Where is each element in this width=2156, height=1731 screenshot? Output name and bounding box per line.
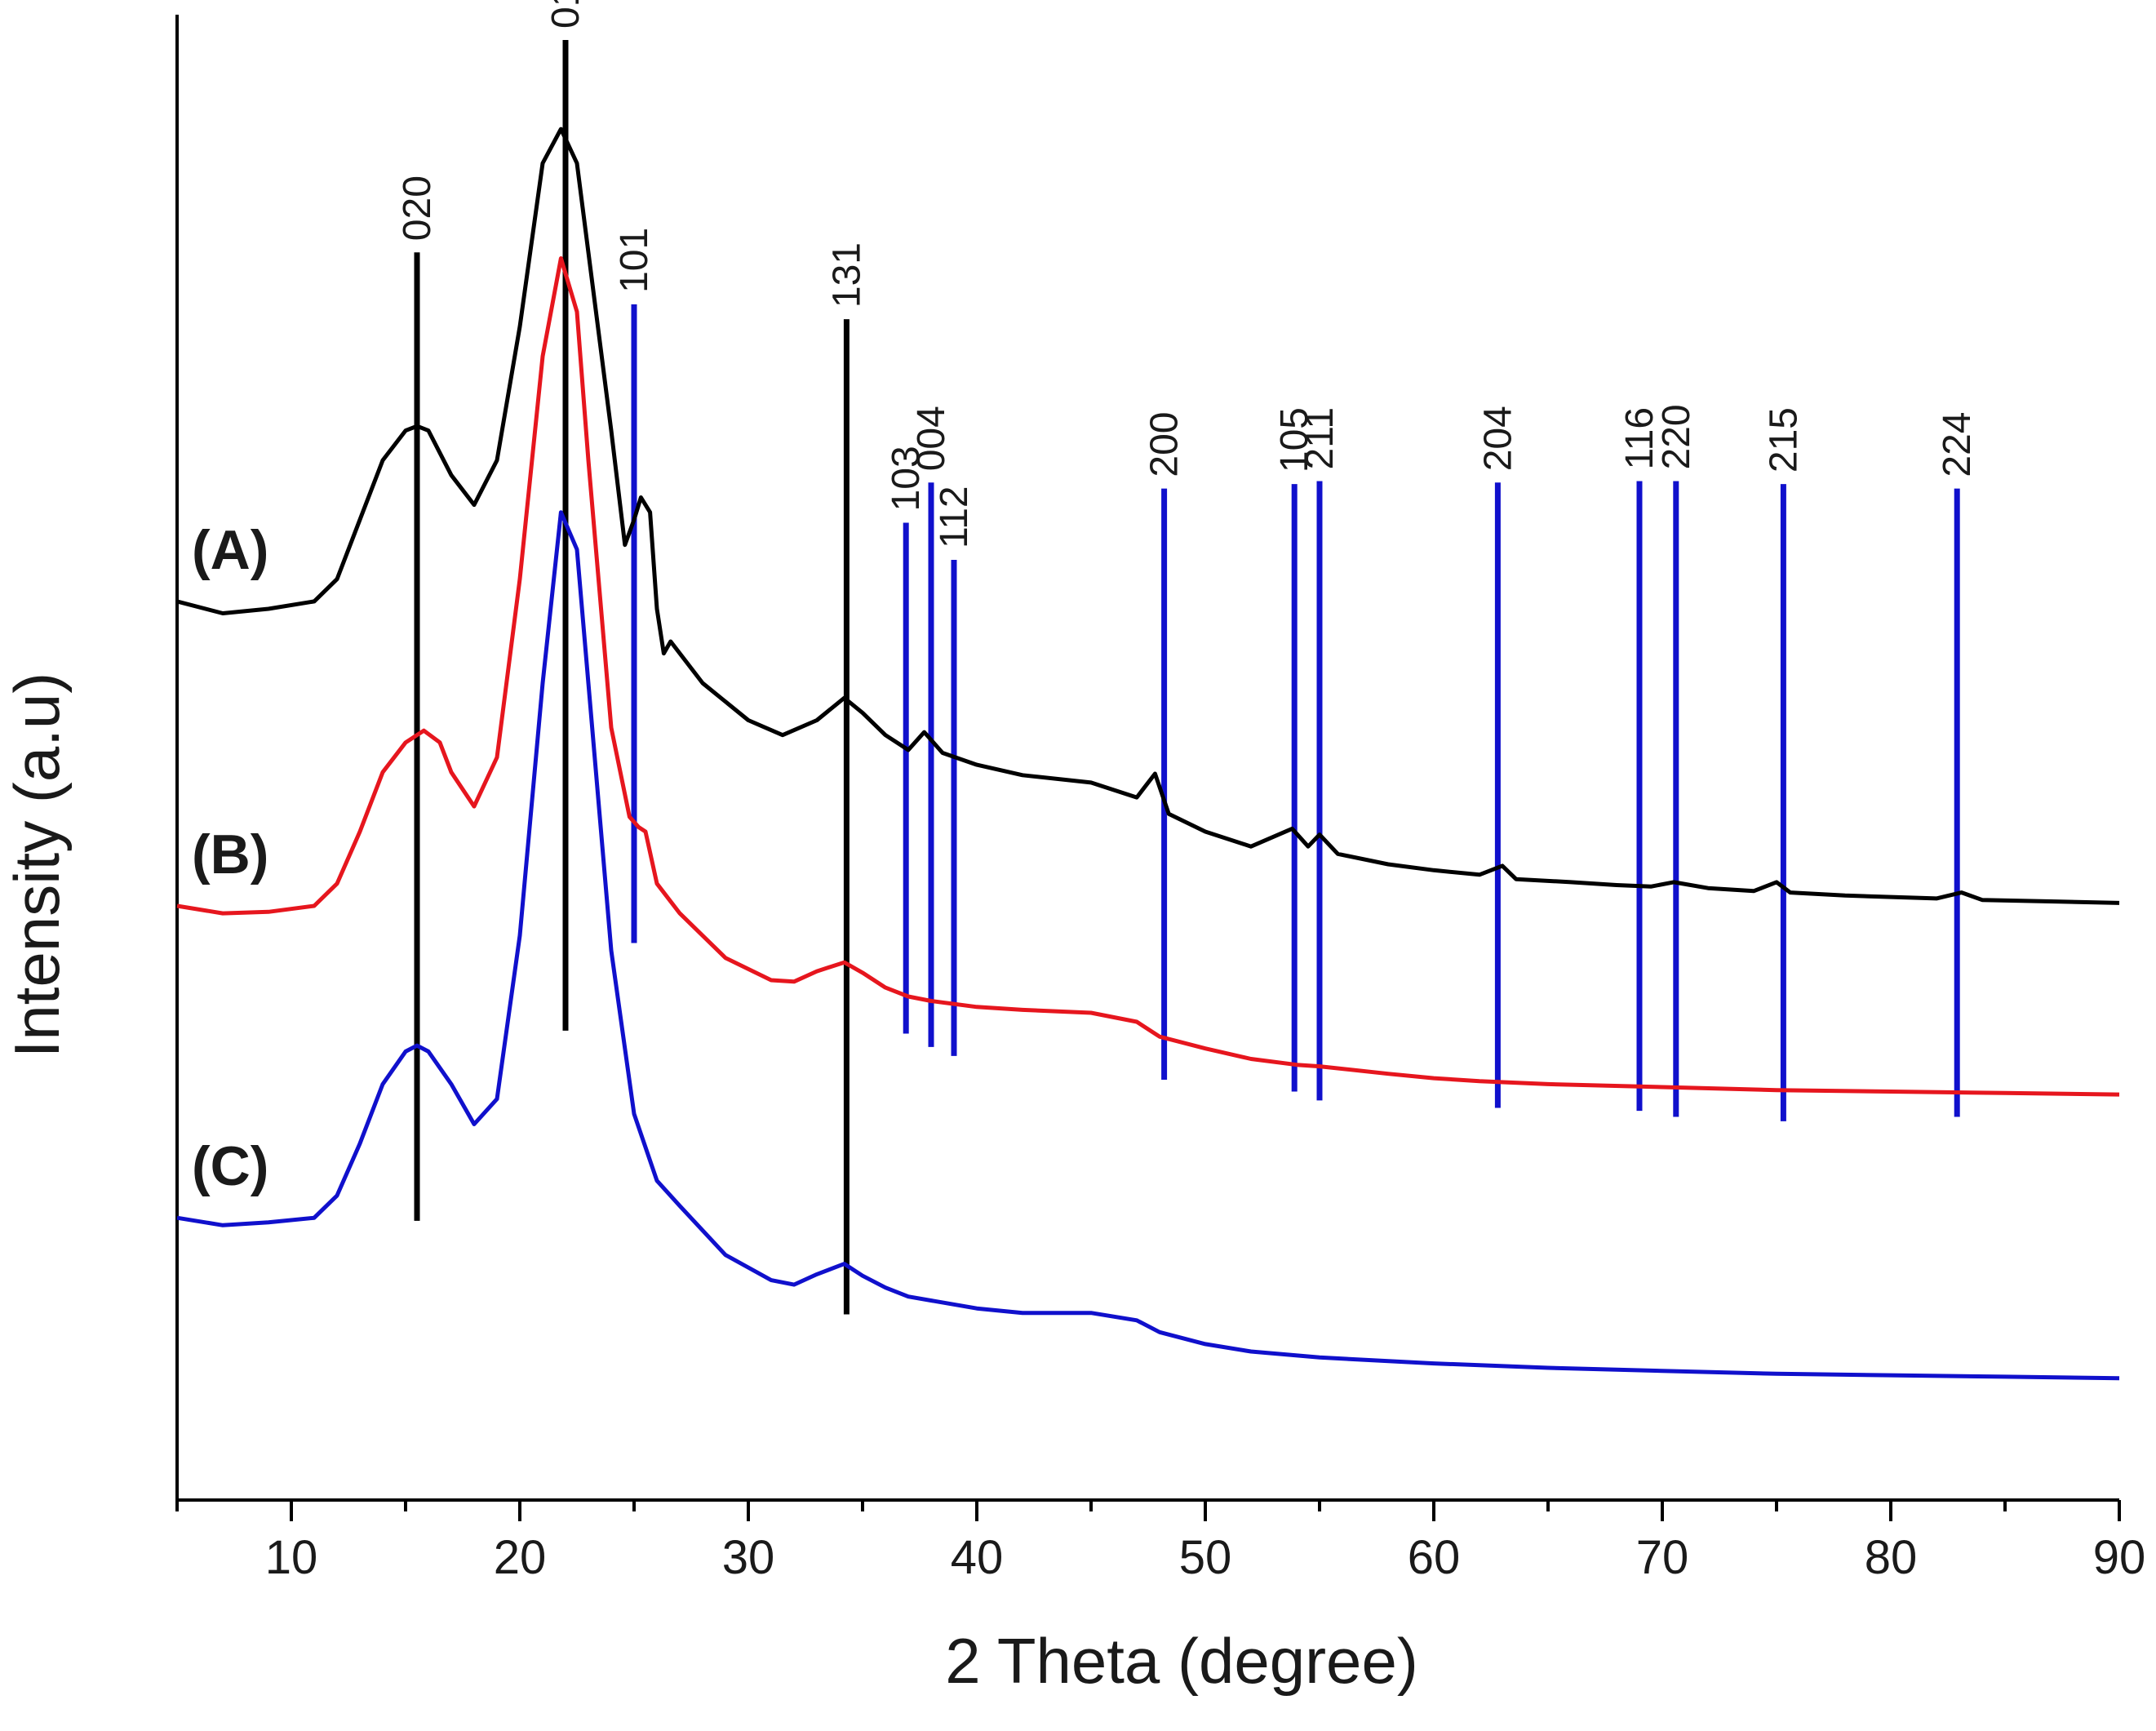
hkl-label-101: 101 [613,228,656,293]
hkl-label-211: 211 [1298,407,1342,470]
x-tick-label: 90 [2093,1531,2146,1584]
series-label-b: (B) [192,823,268,885]
x-tick-label: 40 [951,1531,1004,1584]
y-axis-title: Intensity (a.u) [1,672,73,1059]
hkl-label-105: 105 [1273,407,1316,473]
x-tick-label: 20 [494,1531,547,1584]
hkl-label-200: 200 [1143,411,1187,477]
hkl-label-215: 215 [1762,407,1805,473]
hkl-label-103: 103 [885,446,928,511]
hkl-label-204: 204 [1476,406,1519,471]
x-axis-title: 2 Theta (degree) [945,1625,1418,1697]
hkl-label-224: 224 [1936,411,1979,477]
x-tick-label: 10 [265,1531,318,1584]
hkl-label-220: 220 [1655,404,1698,469]
hkl-label-004: 004 [910,406,953,471]
x-tick-label: 70 [1636,1531,1689,1584]
series-label-c: (C) [192,1135,268,1197]
series-labels: (A) (B) (C) [192,519,268,1197]
series-label-a: (A) [192,519,268,581]
series-layer [176,126,2120,1381]
hkl-label-131: 131 [825,242,868,308]
x-tick-label: 80 [1865,1531,1918,1584]
hkl-label-112: 112 [933,486,976,548]
series-c-line [176,510,2120,1381]
series-a-line [176,126,2120,905]
hkl-label-020: 020 [396,175,439,241]
hkl-label-116: 116 [1618,407,1661,470]
x-axis-ticks: 10 20 30 40 50 60 70 80 90 [175,1500,2146,1584]
x-tick-label: 30 [722,1531,775,1584]
reference-lines [414,39,1960,1315]
hkl-label-012: 012 [544,0,588,29]
x-tick-label: 50 [1179,1531,1232,1584]
plot-frame [175,15,2119,1502]
series-b-line [176,256,2120,1097]
x-tick-label: 60 [1408,1531,1461,1584]
